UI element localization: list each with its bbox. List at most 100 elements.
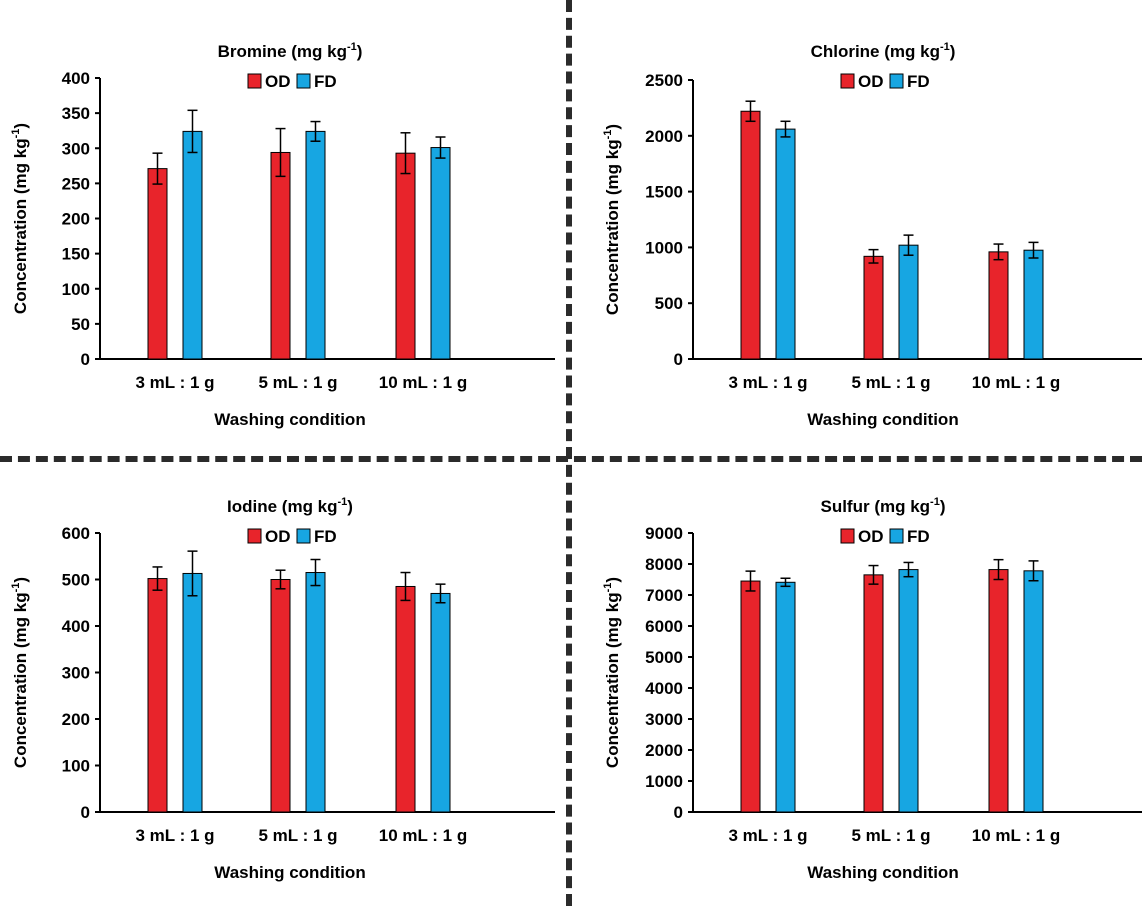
y-tick-label: 100 <box>62 280 90 299</box>
legend-od-swatch <box>247 73 262 89</box>
y-tick-label: 0 <box>81 350 90 369</box>
legend-fd-swatch <box>889 528 904 544</box>
legend-fd-swatch <box>296 528 311 544</box>
y-tick-label: 250 <box>62 174 90 193</box>
legend-fd-label: FD <box>907 72 930 91</box>
bar-fd-1 <box>182 572 203 813</box>
y-axis-label: Concentration (mg kg-1) <box>602 577 622 768</box>
x-axis-label: Washing condition <box>807 410 958 429</box>
bar-fd-2 <box>898 244 919 360</box>
y-tick-label: 1000 <box>645 238 683 257</box>
legend-od-swatch <box>247 528 262 544</box>
x-tick-label: 3 mL : 1 g <box>728 373 807 392</box>
bar-od-3 <box>988 569 1009 813</box>
y-tick-label: 8000 <box>645 555 683 574</box>
bar-od-3 <box>395 152 416 360</box>
legend-fd-label: FD <box>314 72 337 91</box>
bar-od-1 <box>740 580 761 813</box>
x-axis-label: Washing condition <box>807 863 958 882</box>
y-tick-label: 0 <box>81 803 90 822</box>
y-tick-label: 1000 <box>645 772 683 791</box>
x-tick-label: 10 mL : 1 g <box>379 373 468 392</box>
y-tick-label: 0 <box>674 350 683 369</box>
legend-od-label: OD <box>858 72 884 91</box>
vertical-divider <box>566 0 572 906</box>
bar-fd-3 <box>430 592 451 813</box>
bar-od-1 <box>147 168 168 360</box>
legend: OD FD <box>247 527 337 546</box>
chart-panel-3: Iodine (mg kg-1) OD FD 0 100 200 300 400 500 600 C… <box>10 496 555 882</box>
y-tick-label: 600 <box>62 524 90 543</box>
x-tick-label: 3 mL : 1 g <box>135 826 214 845</box>
legend-od-swatch <box>840 73 855 89</box>
y-tick-label: 2000 <box>645 741 683 760</box>
legend: OD FD <box>840 527 930 546</box>
y-tick-label: 500 <box>655 294 683 313</box>
chart-title: Iodine (mg kg-1) <box>227 496 353 516</box>
y-tick-label: 100 <box>62 757 90 776</box>
x-tick-label: 5 mL : 1 g <box>851 826 930 845</box>
bar-fd-3 <box>1023 570 1044 813</box>
bar-od-3 <box>395 585 416 813</box>
legend-fd-label: FD <box>314 527 337 546</box>
legend-fd-swatch <box>889 73 904 89</box>
bar-fd-1 <box>182 130 203 360</box>
y-tick-label: 3000 <box>645 710 683 729</box>
bar-od-2 <box>270 579 291 813</box>
y-tick-label: 200 <box>62 710 90 729</box>
y-tick-label: 2000 <box>645 127 683 146</box>
bar-fd-1 <box>775 581 796 813</box>
chart-panel-4: Sulfur (mg kg-1) OD FD 0 1000 2000 3000 4000 500… <box>602 496 1142 882</box>
chart-title: Sulfur (mg kg-1) <box>820 496 945 516</box>
y-tick-label: 50 <box>71 315 90 334</box>
y-tick-label: 200 <box>62 210 90 229</box>
x-tick-label: 5 mL : 1 g <box>258 826 337 845</box>
y-tick-label: 5000 <box>645 648 683 667</box>
bar-od-2 <box>863 255 884 360</box>
y-tick-label: 9000 <box>645 524 683 543</box>
y-tick-label: 400 <box>62 617 90 636</box>
x-tick-label: 5 mL : 1 g <box>258 373 337 392</box>
y-tick-label: 350 <box>62 104 90 123</box>
chart-panel-1: Bromine (mg kg-1) OD FD 0 50 100 150 200 250 300 3… <box>10 41 555 429</box>
legend: OD FD <box>247 72 337 91</box>
y-tick-label: 6000 <box>645 617 683 636</box>
bar-fd-2 <box>898 569 919 813</box>
y-axis-label: Concentration (mg kg-1) <box>10 123 30 314</box>
bar-fd-1 <box>775 128 796 360</box>
x-axis-label: Washing condition <box>214 410 365 429</box>
legend-fd-swatch <box>296 73 311 89</box>
x-tick-label: 10 mL : 1 g <box>972 373 1061 392</box>
bar-fd-2 <box>305 572 326 813</box>
y-tick-label: 400 <box>62 69 90 88</box>
bar-od-2 <box>863 574 884 813</box>
y-tick-label: 500 <box>62 571 90 590</box>
chart-title: Bromine (mg kg-1) <box>218 41 363 61</box>
x-axis-label: Washing condition <box>214 863 365 882</box>
bar-od-1 <box>147 578 168 813</box>
y-tick-label: 2500 <box>645 71 683 90</box>
x-tick-label: 10 mL : 1 g <box>379 826 468 845</box>
y-axis-label: Concentration (mg kg-1) <box>10 577 30 768</box>
legend: OD FD <box>840 72 930 91</box>
x-tick-label: 3 mL : 1 g <box>728 826 807 845</box>
y-tick-label: 7000 <box>645 586 683 605</box>
legend-od-label: OD <box>858 527 884 546</box>
horizontal-divider <box>0 456 1142 462</box>
bar-fd-3 <box>1023 249 1044 360</box>
bar-od-1 <box>740 110 761 360</box>
x-tick-label: 10 mL : 1 g <box>972 826 1061 845</box>
legend-od-swatch <box>840 528 855 544</box>
bar-od-2 <box>270 151 291 360</box>
y-tick-label: 300 <box>62 664 90 683</box>
x-tick-label: 3 mL : 1 g <box>135 373 214 392</box>
y-tick-label: 150 <box>62 245 90 264</box>
bar-od-3 <box>988 251 1009 360</box>
bar-fd-3 <box>430 147 451 360</box>
legend-fd-label: FD <box>907 527 930 546</box>
legend-od-label: OD <box>265 527 291 546</box>
chart-title: Chlorine (mg kg-1) <box>811 41 956 61</box>
chart-panel-2: Chlorine (mg kg-1) OD FD 0 500 1000 1500 2000 25… <box>602 41 1142 429</box>
